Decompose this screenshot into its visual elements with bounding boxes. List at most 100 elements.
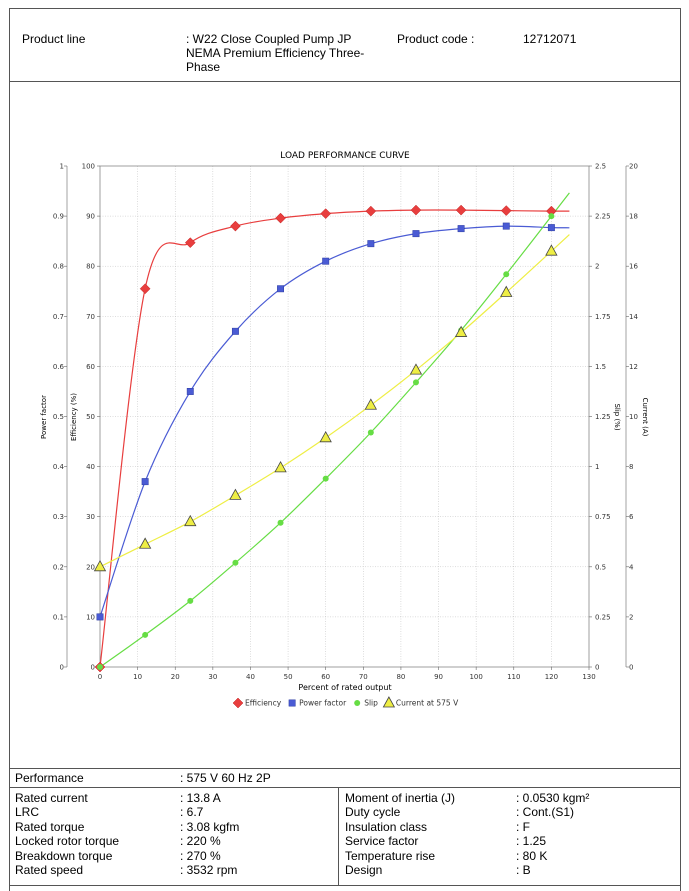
slip-tick-label: 1.75 bbox=[595, 313, 611, 321]
slip-marker bbox=[187, 597, 194, 604]
x-tick-label: 120 bbox=[545, 673, 558, 681]
efficiency-marker bbox=[184, 237, 196, 249]
slip-marker bbox=[322, 475, 329, 482]
current-tick-label: 2 bbox=[629, 613, 633, 621]
temperature-rise-value: : 80 K bbox=[516, 848, 548, 863]
efficiency-marker bbox=[275, 212, 286, 224]
power-factor-marker bbox=[141, 478, 149, 486]
current-at-575-v-marker bbox=[274, 461, 287, 473]
efficiency-tick-label: 30 bbox=[86, 513, 95, 521]
power-factor-marker bbox=[412, 230, 420, 238]
rated-speed-label: Rated speed bbox=[15, 863, 84, 877]
product-line-value-2: NEMA Premium Efficiency Three- bbox=[186, 46, 365, 60]
efficiency-marker bbox=[320, 208, 332, 219]
legend-marker-current-at-575-v bbox=[382, 696, 396, 708]
current-tick-label: 0 bbox=[629, 664, 633, 672]
power-factor-marker bbox=[547, 224, 555, 232]
locked-rotor-torque-label: Locked rotor torque bbox=[15, 834, 120, 848]
slip-tick-label: 0.25 bbox=[595, 613, 611, 621]
efficiency-tick-label: 60 bbox=[86, 363, 95, 371]
efficiency-marker bbox=[230, 220, 241, 232]
slip-marker bbox=[97, 664, 103, 670]
slip-curve bbox=[99, 192, 570, 668]
efficiency-tick-label: 20 bbox=[86, 563, 95, 571]
current-at-575-v-marker bbox=[319, 430, 332, 443]
slip-marker bbox=[548, 213, 555, 220]
current-tick-label: 4 bbox=[629, 563, 634, 571]
current-at-575-v-marker bbox=[500, 285, 513, 297]
current-at-575-v-marker bbox=[545, 244, 558, 256]
product-line-label: Product line bbox=[22, 32, 86, 46]
power-factor-tick-label: 0 bbox=[60, 664, 64, 672]
x-tick-label: 70 bbox=[359, 673, 368, 681]
legend-label-efficiency: Efficiency bbox=[245, 699, 282, 708]
y-axis-label-efficiency: Efficiency (%) bbox=[70, 393, 78, 441]
breakdown-torque-label: Breakdown torque bbox=[15, 848, 113, 863]
efficiency-tick-label: 70 bbox=[86, 313, 95, 321]
slip-marker bbox=[412, 379, 419, 386]
slip-tick-label: 1.25 bbox=[595, 413, 611, 421]
legend-label-current-at-575-v: Current at 575 V bbox=[396, 699, 459, 708]
product-code-value: 12712071 bbox=[523, 32, 577, 46]
efficiency-marker bbox=[455, 204, 467, 216]
legend-label-slip: Slip bbox=[364, 699, 378, 708]
current-at-575-v-curve bbox=[99, 234, 570, 568]
service-factor-label: Service factor bbox=[345, 834, 419, 848]
x-tick-label: 100 bbox=[469, 673, 482, 681]
slip-tick-label: 2.5 bbox=[595, 163, 606, 171]
slip-tick-label: 0.75 bbox=[595, 513, 611, 521]
power-factor-marker bbox=[322, 257, 330, 265]
current-tick-label: 8 bbox=[629, 463, 633, 471]
x-tick-label: 0 bbox=[98, 673, 102, 681]
slip-tick-label: 2 bbox=[595, 263, 599, 271]
temperature-rise-label: Temperature rise bbox=[345, 848, 436, 863]
chart-legend: Efficiency Power factor Slip Current at 575… bbox=[232, 696, 459, 709]
service-factor-value: : 1.25 bbox=[516, 834, 547, 848]
efficiency-tick-label: 0 bbox=[91, 664, 95, 672]
duty-cycle-label: Duty cycle bbox=[345, 805, 401, 819]
power-factor-tick-label: 0.8 bbox=[53, 263, 64, 271]
current-at-575-v-marker bbox=[364, 398, 378, 410]
x-tick-label: 20 bbox=[171, 673, 180, 681]
performance-label: Performance bbox=[15, 771, 84, 785]
lrc-value: : 6.7 bbox=[180, 805, 204, 819]
x-tick-label: 60 bbox=[321, 673, 330, 681]
slip-tick-label: 0 bbox=[595, 664, 599, 672]
design-value: : B bbox=[516, 863, 531, 877]
slip-marker bbox=[367, 429, 374, 436]
power-factor-tick-label: 0.6 bbox=[53, 363, 65, 371]
top-border bbox=[9, 8, 681, 9]
y-axis-label-power-factor: Power factor bbox=[40, 395, 48, 439]
efficiency-marker bbox=[139, 283, 151, 295]
efficiency-tick-label: 100 bbox=[82, 163, 95, 171]
x-tick-label: 30 bbox=[208, 673, 217, 681]
efficiency-tick-label: 40 bbox=[86, 463, 95, 471]
moment-of-inertia-value: : 0.0530 kgm² bbox=[516, 790, 590, 805]
legend-marker-slip bbox=[354, 700, 361, 706]
power-factor-marker bbox=[231, 327, 239, 335]
header-divider bbox=[9, 81, 681, 82]
power-factor-marker bbox=[277, 285, 285, 293]
specs-column-divider bbox=[338, 787, 339, 886]
current-tick-label: 6 bbox=[629, 513, 634, 521]
rated-torque-label: Rated torque bbox=[15, 819, 85, 834]
current-at-575-v-marker bbox=[409, 363, 423, 375]
current-at-575-v-marker bbox=[184, 514, 197, 527]
x-tick-label: 50 bbox=[284, 673, 293, 681]
power-factor-marker bbox=[367, 240, 375, 248]
efficiency-tick-label: 80 bbox=[86, 263, 95, 271]
power-factor-tick-label: 1 bbox=[60, 163, 64, 171]
slip-marker bbox=[277, 519, 284, 526]
slip-tick-label: 1 bbox=[595, 463, 599, 471]
slip-tick-label: 1.5 bbox=[595, 363, 606, 371]
slip-marker bbox=[142, 631, 149, 638]
locked-rotor-torque-value: : 220 % bbox=[180, 834, 221, 848]
efficiency-tick-label: 90 bbox=[86, 213, 95, 221]
rated-current-value: : 13.8 A bbox=[180, 790, 221, 805]
chart-divider bbox=[9, 768, 681, 769]
power-factor-tick-label: 0.5 bbox=[53, 413, 64, 421]
efficiency-marker bbox=[365, 205, 377, 217]
product-line-value-3: Phase bbox=[186, 60, 221, 74]
power-factor-tick-label: 0.2 bbox=[53, 563, 64, 571]
